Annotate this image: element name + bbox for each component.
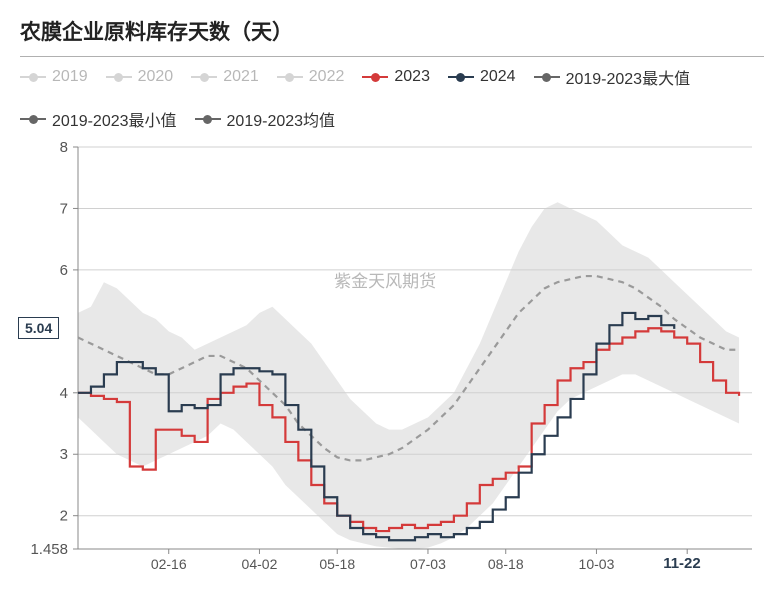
legend-swatch [195,112,221,126]
y-axis-highlight-label: 5.04 [18,317,59,339]
svg-text:6: 6 [60,262,68,279]
legend-swatch [362,70,388,84]
svg-text:7: 7 [60,200,68,217]
legend-label: 2021 [223,68,259,86]
legend-swatch [20,70,46,84]
svg-text:02-16: 02-16 [151,556,187,572]
legend-label: 2019-2023最小值 [52,107,177,131]
x-axis-highlight-label: 11-22 [663,555,701,572]
legend-item[interactable]: 2024 [448,65,516,89]
legend-swatch [106,70,132,84]
plot-area: 1.458 2 3 4 6 7 8 02-16 04-02 05-18 07-03 08-18 10-0… [20,139,764,579]
svg-text:1.458: 1.458 [30,541,68,558]
legend-item[interactable]: 2021 [191,65,259,89]
legend-item[interactable]: 2022 [277,65,345,89]
legend-item[interactable]: 2019-2023最小值 [20,107,177,131]
legend-label: 2019-2023均值 [227,107,336,131]
legend-label: 2022 [309,68,345,86]
svg-text:3: 3 [60,446,68,463]
legend-label: 2019 [52,68,88,86]
legend-item[interactable]: 2023 [362,65,430,89]
legend-item[interactable]: 2019 [20,65,88,89]
svg-text:05-18: 05-18 [319,556,355,572]
svg-text:04-02: 04-02 [242,556,278,572]
legend-label: 2019-2023最大值 [566,65,691,89]
svg-text:07-03: 07-03 [410,556,446,572]
legend-swatch [20,112,46,126]
legend-swatch [191,70,217,84]
legend-label: 2020 [138,68,174,86]
svg-text:2: 2 [60,508,68,525]
chart-svg: 1.458 2 3 4 6 7 8 02-16 04-02 05-18 07-03 08-18 10-0… [20,139,764,579]
svg-text:08-18: 08-18 [488,556,524,572]
svg-text:4: 4 [60,385,68,402]
legend: 2019 2020 2021 2022 2023 2024 2019-2023最大值 2019… [20,56,764,131]
legend-swatch [448,70,474,84]
svg-text:10-03: 10-03 [579,556,615,572]
legend-swatch [534,70,560,84]
legend-item[interactable]: 2019-2023最大值 [534,65,691,89]
chart-title: 农膜企业原料库存天数（天） [20,16,764,46]
svg-text:8: 8 [60,139,68,156]
legend-swatch [277,70,303,84]
legend-label: 2023 [394,68,430,86]
legend-label: 2024 [480,68,516,86]
legend-item[interactable]: 2020 [106,65,174,89]
legend-item[interactable]: 2019-2023均值 [195,107,336,131]
chart-container: 农膜企业原料库存天数（天） 20192020202120222023202420… [0,0,784,611]
